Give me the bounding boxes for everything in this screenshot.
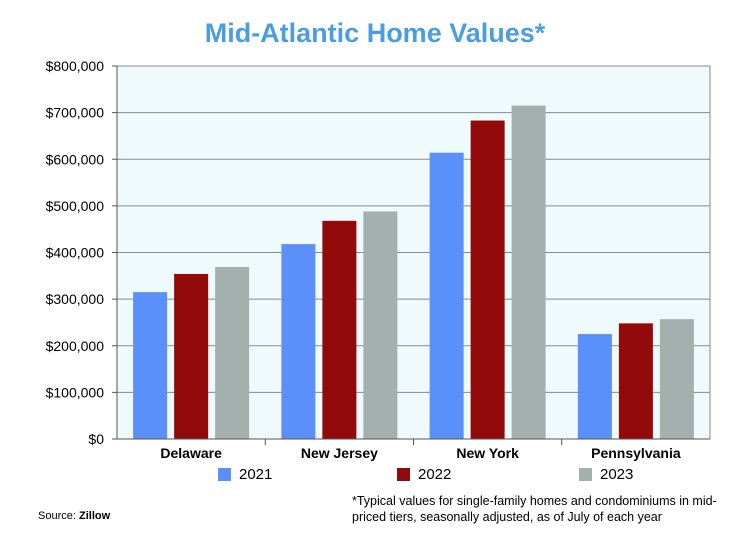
y-tick-label: $200,000	[46, 338, 105, 354]
legend-label: 2023	[600, 466, 634, 483]
y-tick-label: $0	[88, 431, 104, 447]
y-tick-label: $100,000	[46, 384, 105, 400]
chart-title: Mid-Atlantic Home Values*	[204, 18, 546, 48]
legend-item-2023: 2023	[579, 466, 633, 483]
legend-label: 2022	[418, 466, 452, 483]
bar-delaware-2021	[133, 292, 168, 439]
footnote: *Typical values for single-family homes …	[352, 494, 717, 524]
bar-new-jersey-2021	[281, 244, 316, 439]
bar-pennsylvania-2023	[659, 319, 694, 439]
legend: 2021 2022 2023	[0, 466, 750, 486]
bar-new-jersey-2022	[322, 220, 357, 439]
x-tick-label: New Jersey	[301, 445, 378, 461]
bar-pennsylvania-2021	[577, 334, 612, 439]
legend-swatch	[218, 468, 231, 481]
y-tick-label: $400,000	[46, 245, 105, 261]
source-label: Source:	[38, 510, 76, 522]
source-note: Source: Zillow	[38, 510, 110, 522]
bar-new-york-2022	[470, 120, 505, 440]
y-tick-label: $800,000	[46, 58, 105, 74]
y-tick-label: $600,000	[46, 151, 105, 167]
bar-new-jersey-2023	[363, 211, 398, 439]
legend-swatch	[397, 468, 410, 481]
source-name: Zillow	[78, 510, 111, 522]
y-tick-label: $300,000	[46, 291, 105, 307]
legend-label: 2021	[239, 466, 273, 483]
y-tick-label: $500,000	[46, 198, 105, 214]
x-tick-label: New York	[456, 445, 519, 461]
x-tick-label: Delaware	[160, 445, 222, 461]
bar-delaware-2022	[174, 273, 209, 439]
bar-pennsylvania-2022	[618, 323, 653, 439]
bar-delaware-2023	[215, 266, 250, 439]
bar-new-york-2023	[511, 105, 546, 439]
x-tick-label: Pennsylvania	[591, 445, 681, 461]
legend-item-2021: 2021	[218, 466, 272, 483]
legend-item-2022: 2022	[397, 466, 451, 483]
y-tick-label: $700,000	[46, 105, 105, 121]
bar-new-york-2021	[429, 152, 464, 439]
legend-swatch	[579, 468, 592, 481]
